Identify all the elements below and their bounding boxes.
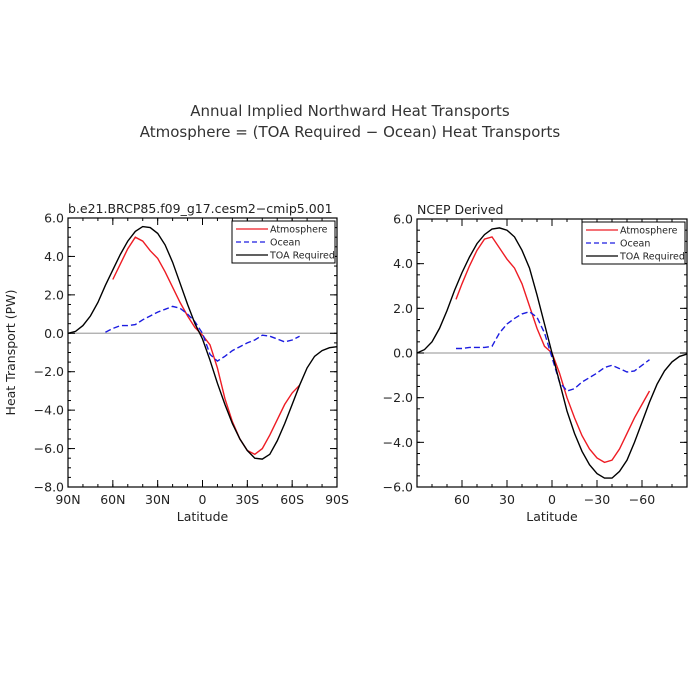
- legend-label: Ocean: [620, 239, 650, 250]
- y-tick-label: −4.0: [383, 435, 413, 450]
- x-tick-label: −30: [584, 492, 610, 507]
- legend-box: [581, 221, 686, 265]
- y-tick-label: 2.0: [393, 301, 413, 316]
- legend: Atmosphere Ocean TOA Required: [231, 220, 336, 264]
- y-tick-label: 4.0: [44, 249, 64, 264]
- y-tick-label: 6.0: [393, 212, 413, 227]
- series-line-toa-required: [67, 225, 338, 460]
- y-tick-label: 0.0: [393, 346, 413, 361]
- series-line-atmosphere: [455, 236, 651, 464]
- x-tick-label: 30: [499, 492, 515, 507]
- x-tick-label: 90N: [55, 492, 80, 507]
- x-tick-label: 90S: [325, 492, 349, 507]
- legend-box: [231, 220, 336, 264]
- series-line-atmosphere: [112, 236, 301, 456]
- series-line-toa-required: [416, 227, 688, 479]
- x-tick-label: 0: [199, 492, 207, 507]
- panel-subtitle: b.e21.BRCP85.f09_g17.cesm2−cmip5.001: [68, 201, 333, 216]
- plot-frame: [416, 218, 688, 488]
- y-tick-label: −6.0: [34, 441, 64, 456]
- plot-frame: [67, 217, 338, 488]
- y-tick-label: −6.0: [383, 480, 413, 495]
- y-tick-label: 2.0: [44, 287, 64, 302]
- y-tick-label: −2.0: [383, 390, 413, 405]
- x-tick-label: −60: [629, 492, 655, 507]
- figure-title-line1: Annual Implied Northward Heat Transports: [190, 102, 510, 120]
- figure-title-line2: Atmosphere = (TOA Required − Ocean) Heat…: [140, 123, 561, 141]
- y-tick-label: 4.0: [393, 256, 413, 271]
- x-axis-label: Latitude: [526, 509, 578, 524]
- x-tick-label: 0: [548, 492, 556, 507]
- x-tick-label: 60: [454, 492, 470, 507]
- y-tick-label: −8.0: [34, 480, 64, 495]
- chart-panel-2: 6.0 4.0 2.0 0.0 −2.0 −4.0 −6.0 60 30 0 −30 −60 Atmos…: [383, 202, 688, 524]
- y-tick-label: −4.0: [34, 403, 64, 418]
- legend-label: Ocean: [270, 238, 300, 249]
- legend: Atmosphere Ocean TOA Required: [581, 221, 686, 265]
- y-tick-label: 0.0: [44, 326, 64, 341]
- y-tick-label: −2.0: [34, 364, 64, 379]
- legend-label: TOA Required: [269, 251, 335, 262]
- legend-label: Atmosphere: [620, 226, 678, 237]
- x-tick-label: 60S: [280, 492, 304, 507]
- legend-label: TOA Required: [619, 252, 685, 263]
- x-tick-label: 30S: [235, 492, 259, 507]
- y-axis-label: Heat Transport (PW): [3, 290, 18, 416]
- y-tick-label: 6.0: [44, 211, 64, 226]
- x-axis-label: Latitude: [177, 509, 229, 524]
- x-tick-label: 60N: [100, 492, 125, 507]
- panel-subtitle: NCEP Derived: [417, 202, 503, 217]
- legend-label: Atmosphere: [270, 225, 328, 236]
- series-line-ocean: [456, 310, 650, 392]
- x-tick-label: 30N: [145, 492, 170, 507]
